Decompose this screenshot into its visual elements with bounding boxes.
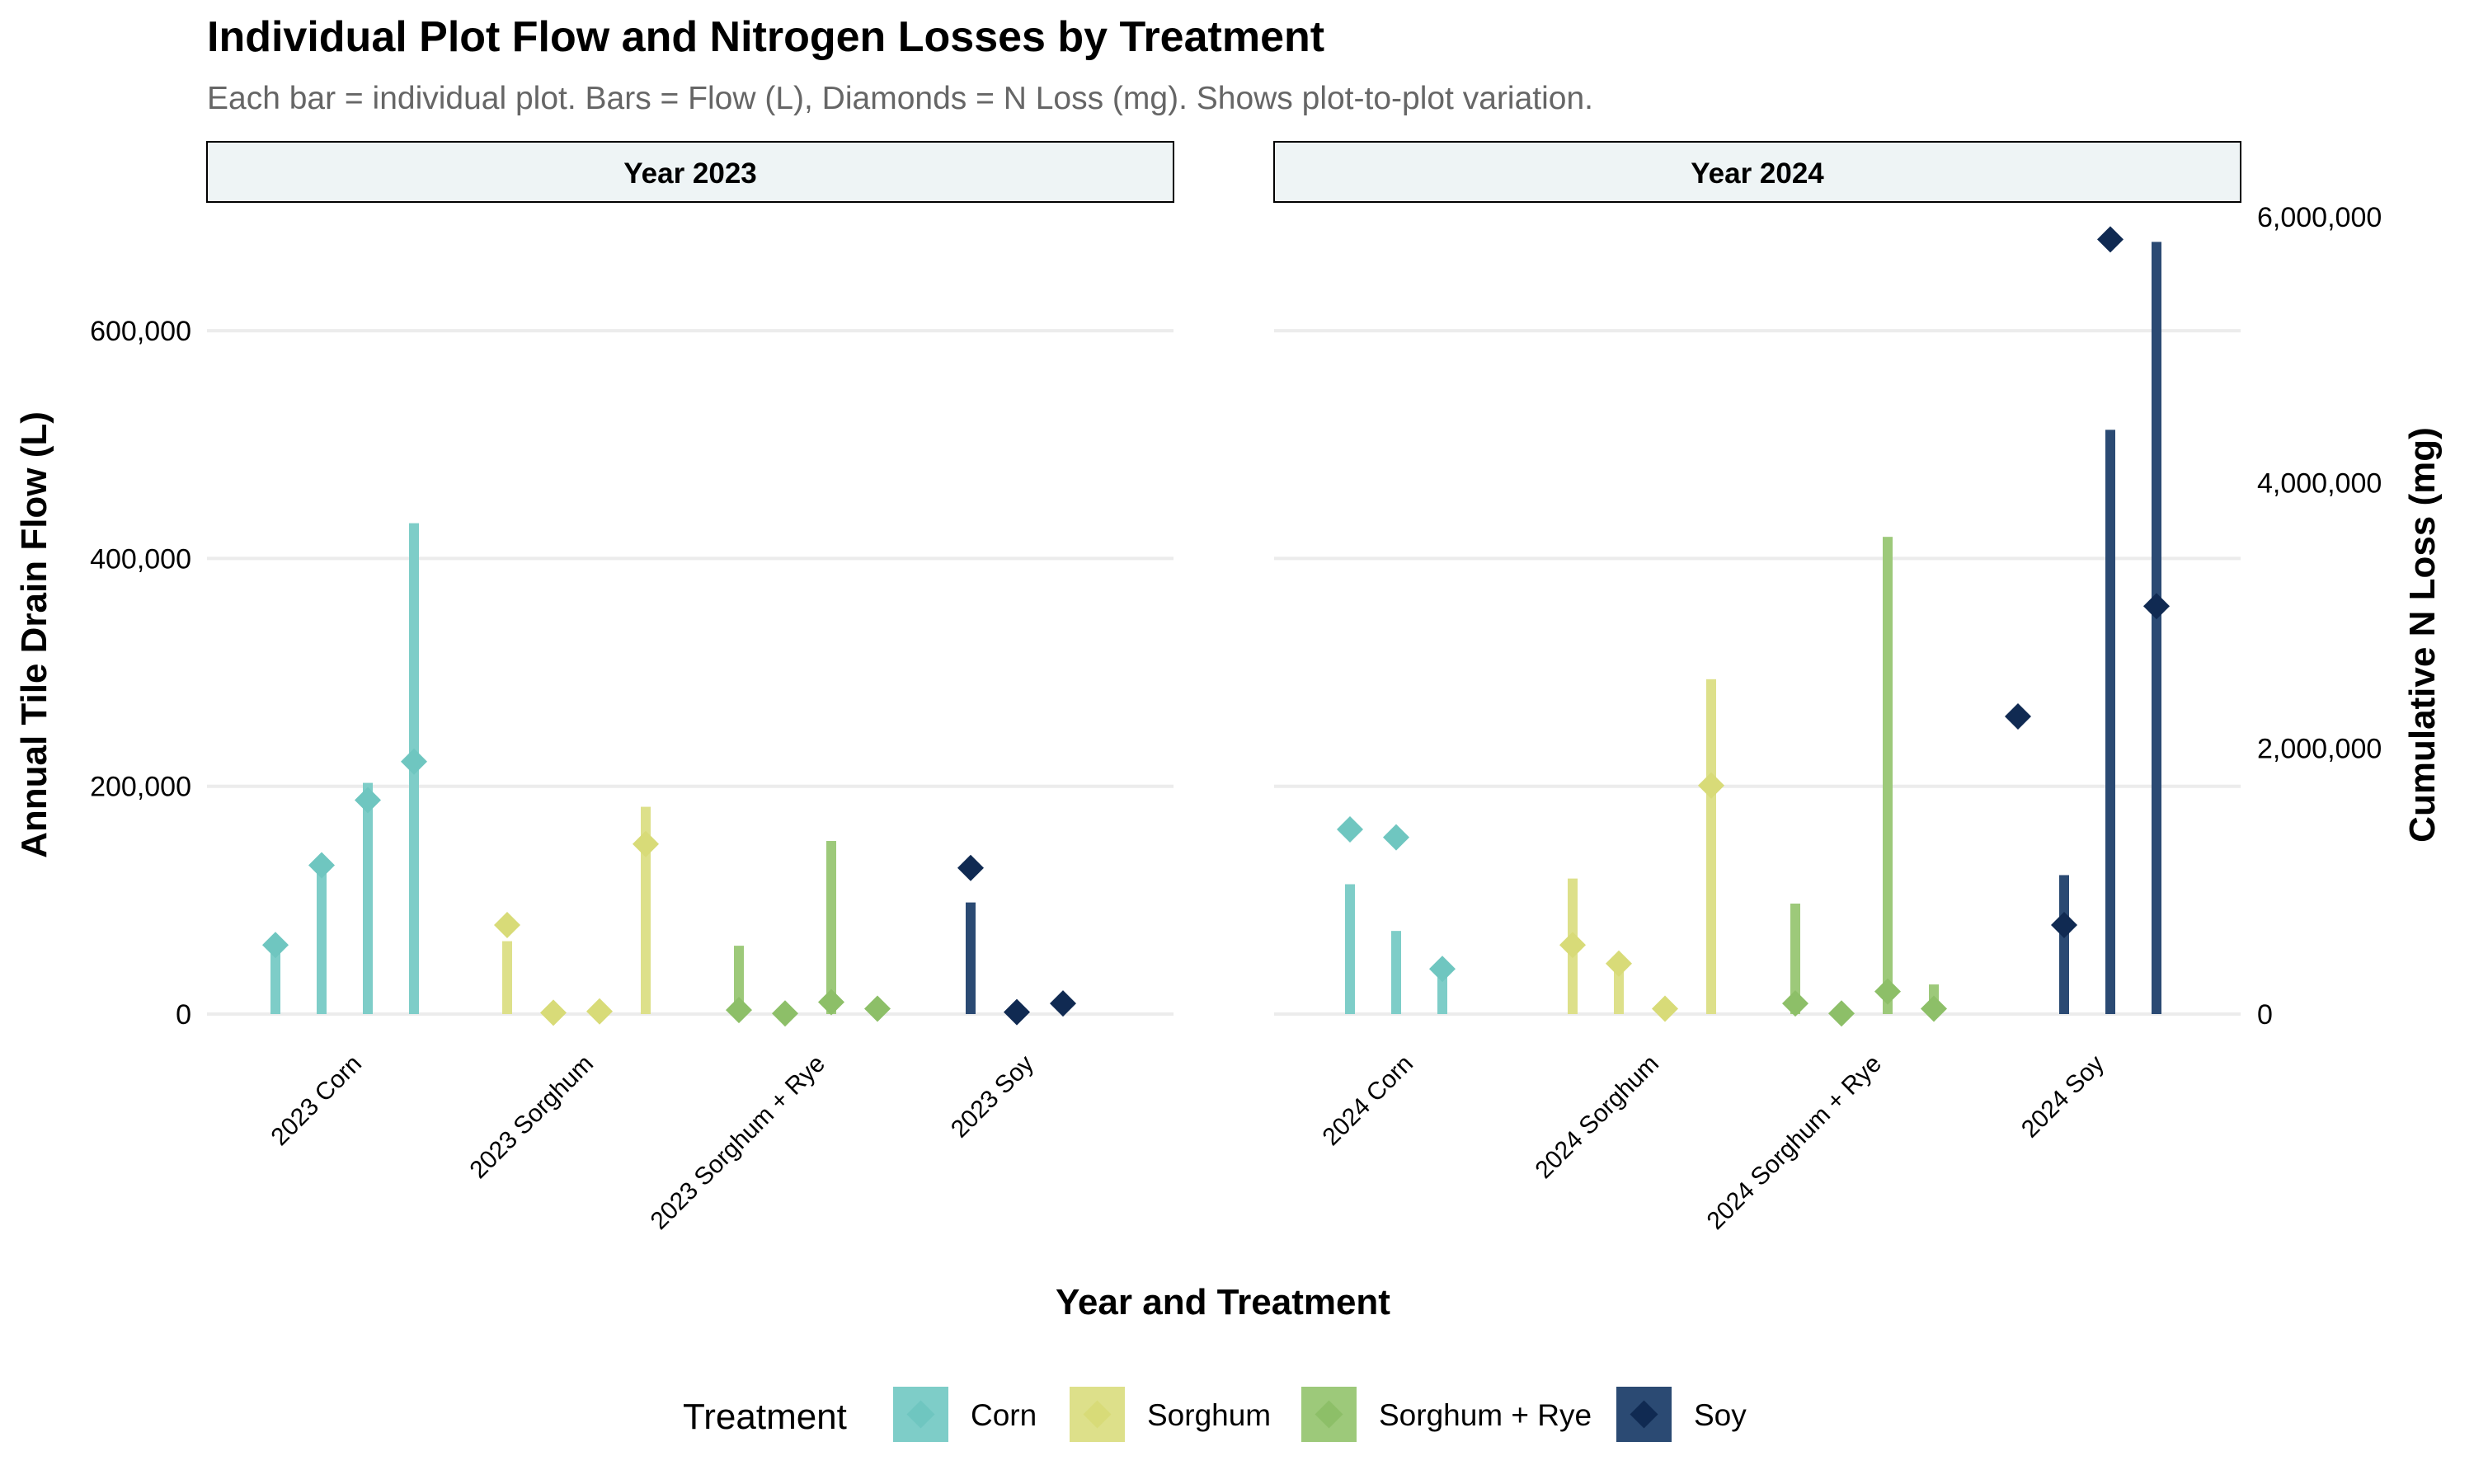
flow-bar bbox=[1790, 904, 1800, 1014]
chart-subtitle: Each bar = individual plot. Bars = Flow … bbox=[207, 81, 1593, 116]
y-tick-label: 0 bbox=[176, 999, 191, 1031]
flow-bar bbox=[966, 902, 976, 1014]
x-tick-label: 2023 Sorghum bbox=[464, 1050, 599, 1185]
n-loss-diamond bbox=[262, 932, 289, 959]
n-loss-diamond bbox=[1383, 824, 1409, 851]
n-loss-diamond bbox=[1782, 990, 1808, 1017]
n-loss-diamond bbox=[1559, 932, 1586, 959]
flow-bar bbox=[1706, 679, 1716, 1014]
x-tick-label: 2024 Soy bbox=[2016, 1050, 2109, 1144]
flow-bar bbox=[317, 871, 327, 1014]
y-tick-label: 400,000 bbox=[90, 543, 191, 575]
y2-axis-title: Cumulative N Loss (mg) bbox=[2402, 427, 2443, 843]
n-loss-diamond bbox=[2051, 912, 2077, 939]
legend-item: Soy bbox=[1616, 1387, 1747, 1442]
n-loss-diamond bbox=[1004, 998, 1030, 1026]
x-tick-label: 2024 Sorghum + Rye bbox=[1702, 1050, 1887, 1235]
flow-bar bbox=[363, 782, 373, 1014]
n-loss-diamond bbox=[586, 998, 613, 1025]
y2-tick-label: 2,000,000 bbox=[2257, 734, 2382, 765]
n-loss-diamond bbox=[540, 999, 567, 1026]
n-loss-diamond bbox=[864, 995, 891, 1022]
flow-bar bbox=[734, 946, 744, 1014]
x-axis-title: Year and Treatment bbox=[1056, 1282, 1390, 1322]
n-loss-diamond bbox=[401, 748, 427, 775]
facet-strip-label: Year 2024 bbox=[1691, 157, 1824, 190]
flow-bar bbox=[641, 806, 651, 1014]
n-loss-diamond bbox=[2005, 702, 2031, 730]
n-loss-diamond bbox=[818, 989, 844, 1016]
n-loss-diamond bbox=[308, 852, 335, 879]
x-tick-label: 2024 Corn bbox=[1318, 1050, 1418, 1151]
x-tick-label: 2023 Sorghum + Rye bbox=[646, 1050, 830, 1235]
y2-tick-label: 0 bbox=[2257, 999, 2273, 1031]
n-loss-diamond bbox=[1828, 1000, 1855, 1027]
flow-bar bbox=[1391, 931, 1401, 1014]
n-loss-diamond bbox=[1606, 950, 1632, 977]
legend-item: Sorghum bbox=[1070, 1387, 1271, 1442]
n-loss-diamond bbox=[1921, 995, 1947, 1022]
chart-title: Individual Plot Flow and Nitrogen Losses… bbox=[207, 13, 1324, 61]
facet-strip-label: Year 2023 bbox=[623, 157, 757, 190]
flow-bar bbox=[1345, 884, 1355, 1014]
facet-panel: Year 2023 2023 Corn 2023 Sorghum 2023 Sorgh… bbox=[206, 141, 1174, 1235]
flow-bar bbox=[270, 946, 280, 1014]
y2-tick-label: 6,000,000 bbox=[2257, 202, 2382, 233]
facet-panels: Year 2023 2023 Corn 2023 Sorghum 2023 Sorgh… bbox=[206, 141, 2241, 1235]
y-tick-label: 600,000 bbox=[90, 316, 191, 347]
legend-diamond-icon bbox=[906, 1400, 935, 1429]
legend-label: Soy bbox=[1694, 1398, 1747, 1432]
legend-diamond-icon bbox=[1315, 1400, 1343, 1429]
n-loss-diamond bbox=[2097, 226, 2124, 253]
n-loss-diamond bbox=[1698, 772, 1724, 799]
n-loss-diamond bbox=[772, 1000, 798, 1027]
flow-bar bbox=[1883, 537, 1893, 1014]
legend-item: Corn bbox=[893, 1387, 1037, 1442]
n-loss-diamond bbox=[1874, 978, 1901, 1005]
facet-strip bbox=[206, 141, 1174, 203]
facet-panel: Year 2024 2024 Corn 2024 Sorghum 2024 Sorgh… bbox=[1273, 141, 2241, 1235]
facet-strip bbox=[1273, 141, 2241, 203]
flow-bar bbox=[2152, 242, 2161, 1014]
n-loss-diamond bbox=[2143, 593, 2170, 620]
legend-label: Sorghum + Rye bbox=[1379, 1398, 1592, 1432]
n-loss-diamond bbox=[355, 787, 381, 814]
legend-diamond-icon bbox=[1630, 1400, 1658, 1429]
y2-tick-label: 4,000,000 bbox=[2257, 467, 2382, 499]
x-tick-label: 2023 Soy bbox=[946, 1050, 1039, 1144]
n-loss-diamond bbox=[957, 854, 984, 881]
flow-bar bbox=[2059, 875, 2069, 1014]
legend-label: Corn bbox=[971, 1398, 1037, 1432]
n-loss-diamond bbox=[633, 830, 659, 857]
legend-label: Sorghum bbox=[1147, 1398, 1271, 1432]
legend-title: Treatment bbox=[683, 1397, 847, 1437]
n-loss-diamond bbox=[1652, 995, 1678, 1022]
n-loss-diamond bbox=[1050, 990, 1076, 1017]
flow-bar bbox=[1614, 970, 1624, 1014]
flow-bar bbox=[826, 841, 836, 1014]
legend: Treatment Corn Sorghum Sorghum + Rye Soy bbox=[683, 1387, 1747, 1442]
legend-item: Sorghum + Rye bbox=[1301, 1387, 1592, 1442]
x-tick-label: 2024 Sorghum bbox=[1530, 1050, 1664, 1185]
legend-diamond-icon bbox=[1083, 1400, 1112, 1429]
y-axis-title: Annual Tile Drain Flow (L) bbox=[14, 411, 54, 858]
flow-bar bbox=[2105, 430, 2115, 1014]
y-tick-label: 200,000 bbox=[90, 772, 191, 803]
x-tick-label: 2023 Corn bbox=[266, 1050, 367, 1151]
n-loss-diamond bbox=[494, 912, 520, 939]
flow-bar bbox=[502, 941, 512, 1014]
n-loss-diamond bbox=[1429, 956, 1456, 983]
n-loss-diamond bbox=[726, 997, 752, 1024]
n-loss-diamond bbox=[1337, 815, 1363, 843]
